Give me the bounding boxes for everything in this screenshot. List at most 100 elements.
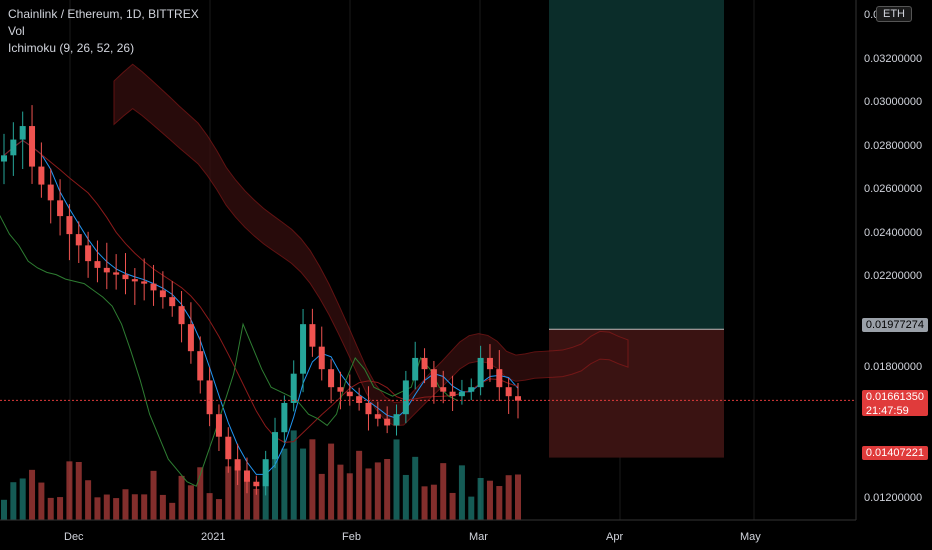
volume-bar [328, 443, 335, 520]
candle-body [66, 216, 73, 235]
volume-bar [1, 499, 7, 520]
volume-bar [159, 494, 166, 520]
cloud-area [113, 63, 629, 427]
volume-bar [272, 431, 279, 520]
volume-bar [122, 489, 129, 520]
volume-bar [421, 486, 428, 520]
volume-bar [253, 488, 260, 520]
volume-bar [262, 474, 269, 520]
candle-body [272, 432, 279, 460]
volume-bar [412, 456, 419, 520]
target-zone [549, 0, 724, 330]
volume-bar [113, 498, 120, 520]
candle-body [356, 396, 363, 403]
volume-bar [300, 448, 307, 520]
stop-price-tag: 0.01407221 [861, 446, 928, 460]
candle-body [468, 387, 475, 392]
candle-body [421, 357, 428, 370]
candle-body [309, 324, 316, 347]
last-price-value: 0.01661350 [865, 391, 924, 403]
candle-body [19, 126, 26, 140]
candle-body [197, 351, 204, 381]
price-tick: 0.03000000 [864, 96, 922, 108]
volume-bar [215, 499, 222, 520]
volume-bar [187, 485, 194, 520]
volume-bar [515, 474, 521, 520]
candle-body [449, 391, 456, 397]
candle-body [337, 387, 344, 392]
ichimoku-indicator-label[interactable]: Ichimoku (9, 26, 52, 26) [8, 41, 135, 55]
volume-bar [94, 497, 101, 520]
volume-bar [468, 496, 475, 520]
candle-body [281, 402, 288, 433]
candle-body [243, 470, 250, 482]
candle-body [496, 369, 503, 388]
symbol-title[interactable]: Chainlink / Ethereum, 1D, BITTREX [8, 7, 199, 21]
time-tick: May [740, 531, 761, 543]
tenkan-line [3, 139, 519, 475]
volume-bar [178, 475, 185, 520]
volume-bar [103, 494, 110, 520]
candle-body [300, 324, 307, 374]
candle-body [103, 267, 110, 273]
last-price-tag: 0.01661350 21:47:59 [861, 390, 928, 417]
volume-indicator-label[interactable]: Vol [8, 24, 25, 38]
price-tick: 0.02400000 [864, 227, 922, 239]
price-tick: 0.02600000 [864, 183, 922, 195]
volume-bar [243, 480, 250, 520]
volume-bar [458, 465, 465, 520]
volume-bar [66, 461, 73, 520]
price-tick: 0.01800000 [864, 361, 922, 373]
candle-body [374, 414, 381, 419]
price-tick: 0.03200000 [864, 53, 922, 65]
time-tick: Feb [342, 531, 361, 543]
volume-bar [496, 486, 503, 520]
time-tick: Mar [469, 531, 488, 543]
candle-body [515, 396, 521, 401]
volume-bar [430, 484, 437, 520]
ichimoku-lines [0, 139, 519, 487]
position-zones [549, 0, 724, 458]
volume-bar [47, 497, 54, 520]
volume-bar [281, 448, 288, 520]
volume-bar [374, 462, 381, 520]
time-tick: Dec [64, 531, 84, 543]
candle-body [47, 184, 54, 201]
candle-body [430, 369, 437, 388]
volume-bar [393, 439, 400, 520]
price-tick: 0.02200000 [864, 270, 922, 282]
volume-bar [38, 482, 45, 520]
volume-bar [131, 494, 138, 520]
candle-body [234, 459, 241, 471]
volume-bar [85, 480, 92, 520]
candle-body [38, 166, 45, 185]
candle-body [215, 414, 222, 437]
volume-bar [197, 467, 204, 520]
candle-body [365, 402, 372, 415]
time-tick: 2021 [201, 531, 225, 543]
candle-body [10, 139, 17, 156]
candle-body [206, 380, 213, 415]
volume-bar [150, 470, 157, 520]
volume-bar [19, 478, 26, 520]
volume-bar [309, 439, 316, 520]
volume-bar [225, 466, 232, 520]
candle-body [505, 387, 512, 397]
candle-body [122, 274, 129, 280]
volume-bar [486, 480, 493, 520]
candle-body [141, 281, 148, 284]
candle-body [29, 126, 36, 167]
candle-body [486, 357, 493, 370]
chikou-line [0, 215, 459, 487]
volume-bar [505, 475, 512, 520]
candle-body [440, 387, 447, 392]
chart-legend: Chainlink / Ethereum, 1D, BITTREX Vol Ic… [8, 6, 199, 57]
price-tick: 0.01200000 [864, 492, 922, 504]
currency-button[interactable]: ETH [876, 6, 912, 22]
candle-body [393, 414, 400, 426]
candle-body [458, 391, 465, 397]
candle-body [1, 155, 7, 162]
volume-bar [169, 502, 176, 520]
volume-bar [440, 463, 447, 520]
